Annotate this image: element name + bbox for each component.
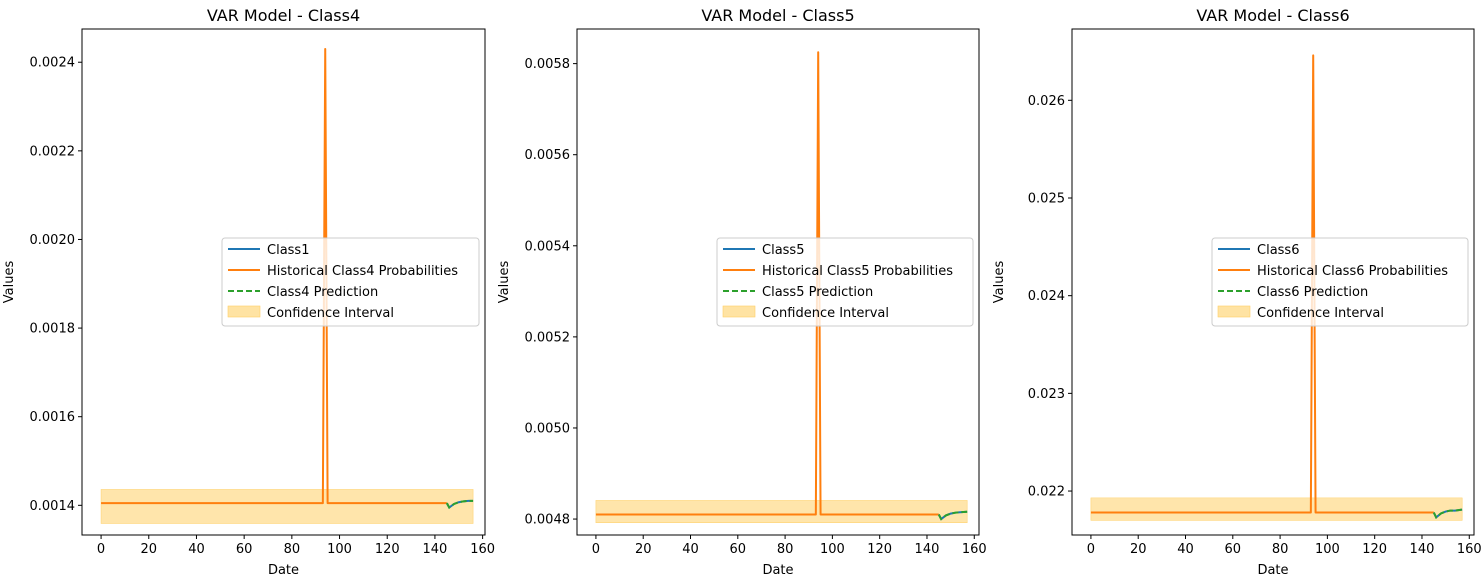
x-tick-label: 40 [1177,542,1194,557]
x-tick-label: 20 [140,542,157,557]
legend: Class1 Historical Class4 Probabilities Cla… [221,237,480,327]
chart-title: VAR Model - Class4 [207,6,360,25]
legend-label-prediction: Class4 Prediction [267,285,378,300]
prediction-line [937,510,968,521]
y-tick-label: 0.022 [1028,485,1065,500]
x-tick-label: 80 [777,542,794,557]
y-tick-label: 0.0050 [525,421,571,436]
y-tick-label: 0.0058 [525,57,571,72]
x-axis-label: Date [762,563,793,578]
y-tick-label: 0.024 [1028,289,1065,304]
y-tick-label: 0.025 [1028,191,1065,206]
legend-box [221,237,480,327]
legend-label-band: Confidence Interval [762,306,889,321]
legend-handle-band [722,305,756,318]
historical-line [101,47,447,505]
legend-label-historical: Historical Class4 Probabilities [267,264,458,279]
x-tick-label: 0 [97,542,105,557]
x-tick-label: 140 [915,542,940,557]
x-tick-label: 20 [1130,542,1147,557]
prediction-line [1432,508,1463,519]
legend-label-class: Class1 [267,243,309,258]
plot-frame [81,28,486,536]
y-tick-label: 0.0020 [30,233,76,248]
legend-handle-band [227,305,261,318]
y-tick-label: 0.0018 [30,322,76,337]
x-tick-label: 100 [820,542,845,557]
historical-line [1090,54,1434,514]
x-axis-label: Date [1257,563,1288,578]
confidence-band [1090,497,1463,521]
x-tick-label: 80 [284,542,301,557]
prediction-line [445,499,474,510]
x-tick-label: 120 [1362,542,1387,557]
y-tick-label: 0.026 [1028,94,1065,109]
x-tick-label: 0 [592,542,600,557]
legend-label-band: Confidence Interval [1257,306,1384,321]
y-tick-label: 0.0052 [525,330,571,345]
x-tick-label: 100 [327,542,352,557]
x-tick-label: 160 [1457,542,1481,557]
legend: Class6 Historical Class6 Probabilities Cla… [1211,237,1469,327]
legend-label-historical: Historical Class6 Probabilities [1257,264,1448,279]
x-axis-label: Date [268,563,299,578]
legend-label-historical: Historical Class5 Probabilities [762,264,953,279]
y-axis-label: Values [992,261,1007,304]
y-tick-label: 0.0056 [525,148,571,163]
y-axis-label: Values [497,261,512,304]
x-tick-label: 60 [236,542,253,557]
plot-data-layer [1090,54,1463,521]
legend-label-prediction: Class6 Prediction [1257,285,1368,300]
confidence-band [595,500,968,524]
plot-data-layer [595,51,968,524]
legend-handle-band [1217,305,1251,318]
x-tick-label: 60 [730,542,747,557]
chart-title: VAR Model - Class6 [1196,6,1349,25]
legend-box [1211,237,1469,327]
historical-line [595,51,939,516]
legend-box [716,237,974,327]
x-tick-label: 80 [1272,542,1289,557]
plot-frame [1071,28,1475,536]
x-tick-label: 120 [375,542,400,557]
x-tick-label: 160 [470,542,495,557]
y-tick-label: 0.0022 [30,144,76,159]
x-tick-label: 0 [1087,542,1095,557]
chart-panel-4: 0 20 40 60 80 100 120 140 160 0.0014 0.0016 0.0018 0… [2,6,495,578]
x-tick-label: 40 [188,542,205,557]
x-tick-label: 100 [1315,542,1340,557]
x-tick-label: 140 [423,542,448,557]
plot-data-layer [100,47,474,524]
x-tick-label: 60 [1225,542,1242,557]
legend: Class5 Historical Class5 Probabilities Cla… [716,237,974,327]
y-tick-label: 0.0014 [30,499,76,514]
y-axis-label: Values [2,261,17,304]
y-tick-label: 0.0024 [30,56,76,71]
x-tick-label: 120 [867,542,892,557]
legend-label-prediction: Class5 Prediction [762,285,873,300]
chart-panel-6: 0 20 40 60 80 100 120 140 160 0.022 0.023 0.024 0.02… [992,6,1481,578]
y-tick-label: 0.0048 [525,513,571,528]
legend-label-class: Class6 [1257,243,1299,258]
legend-label-band: Confidence Interval [267,306,394,321]
legend-label-class: Class5 [762,243,804,258]
chart-panel-5: 0 20 40 60 80 100 120 140 160 0.0048 0.0050 0.0052 0… [497,6,987,578]
x-tick-label: 40 [682,542,699,557]
y-tick-label: 0.023 [1028,387,1065,402]
x-tick-label: 160 [962,542,987,557]
confidence-band [100,489,474,524]
plot-frame [576,28,980,536]
y-tick-label: 0.0054 [525,239,571,254]
y-tick-label: 0.0016 [30,410,76,425]
chart-title: VAR Model - Class5 [701,6,854,25]
x-tick-label: 20 [635,542,652,557]
x-tick-label: 140 [1410,542,1435,557]
